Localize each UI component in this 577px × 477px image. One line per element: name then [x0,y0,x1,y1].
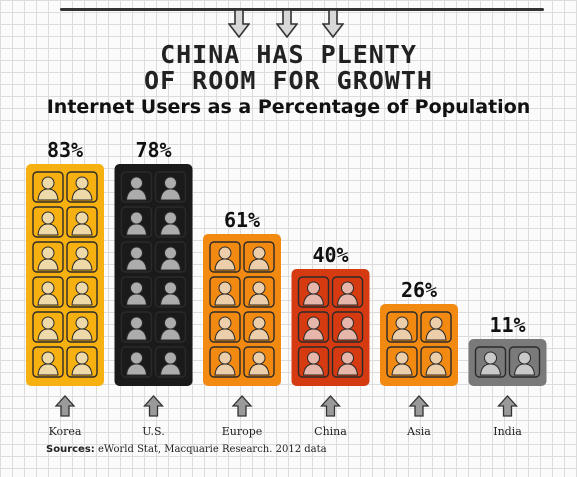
up-arrow-icon [54,395,76,417]
bar-group [291,269,370,386]
person-in-box-icon [120,206,153,238]
data-label: 61% [224,208,260,232]
bar-group [468,339,547,386]
down-arrow-icon [276,10,298,38]
person-in-box-icon [209,276,241,308]
person-in-box-icon [508,346,541,378]
person-in-box-icon [243,346,275,378]
category-label: Korea [49,425,82,438]
bar [291,269,370,386]
person-in-box-icon [386,311,418,343]
person-in-box-icon [154,276,187,308]
category-label: Europe [222,425,263,438]
category-label: China [314,425,347,438]
person-in-box-icon [120,276,153,308]
top-rule [60,8,544,11]
data-label: 11% [489,313,525,337]
person-in-box-icon [331,276,364,308]
person-in-box-icon [66,276,98,308]
bar-group [26,164,104,386]
data-label: 78% [135,138,171,162]
person-in-box-icon [120,171,153,203]
person-in-box-icon [32,241,64,273]
person-in-box-icon [32,276,64,308]
data-label: 40% [312,243,348,267]
data-label: 26% [401,278,437,302]
person-in-box-icon [66,311,98,343]
person-in-box-icon [154,206,187,238]
person-in-box-icon [154,241,187,273]
person-in-box-icon [297,276,330,308]
up-arrow-icon [320,395,341,417]
person-in-box-icon [209,241,241,273]
source-text: eWorld Stat, Macquarie Research. 2012 da… [97,444,327,455]
up-arrow-icon [231,395,253,417]
person-in-box-icon [32,171,64,203]
source-note: Sources: eWorld Stat, Macquarie Research… [46,444,327,455]
bar [26,164,104,386]
person-in-box-icon [154,346,187,378]
category-label: Asia [406,425,431,438]
person-in-box-icon [474,346,507,378]
down-arrow-icon [322,10,344,38]
person-in-box-icon [420,311,452,343]
person-in-box-icon [243,311,275,343]
person-in-box-icon [297,346,330,378]
person-in-box-icon [32,311,64,343]
up-arrow-icon [408,395,430,417]
person-in-box-icon [154,311,187,343]
bar-group [380,304,458,386]
person-in-box-icon [331,311,364,343]
person-in-box-icon [120,241,153,273]
person-in-box-icon [297,311,330,343]
bar-group [203,234,281,386]
up-arrow-icon [143,395,164,417]
bar [468,339,547,386]
category-label: India [493,425,522,438]
chart-title-line-2: OF ROOM FOR GROWTH [144,66,433,95]
person-in-box-icon [120,346,153,378]
person-in-box-icon [243,276,275,308]
person-in-box-icon [386,346,418,378]
person-in-box-icon [32,346,64,378]
up-arrow-icon [497,395,518,417]
person-in-box-icon [243,241,275,273]
bar [203,234,281,386]
data-label: 83% [47,138,83,162]
person-in-box-icon [66,346,98,378]
person-in-box-icon [331,346,364,378]
category-label: U.S. [142,425,164,438]
person-in-box-icon [66,241,98,273]
person-in-box-icon [209,311,241,343]
person-in-box-icon [32,206,64,238]
person-in-box-icon [66,171,98,203]
person-in-box-icon [209,346,241,378]
source-label: Sources: [46,444,95,455]
person-in-box-icon [120,311,153,343]
person-in-box-icon [420,346,452,378]
chart-subtitle: Internet Users as a Percentage of Popula… [46,96,531,118]
bar-group [114,164,193,386]
person-in-box-icon [154,171,187,203]
down-arrow-icon [228,10,250,38]
bar [114,164,193,386]
chart-title-line-1: CHINA HAS PLENTY [160,40,417,69]
person-in-box-icon [66,206,98,238]
